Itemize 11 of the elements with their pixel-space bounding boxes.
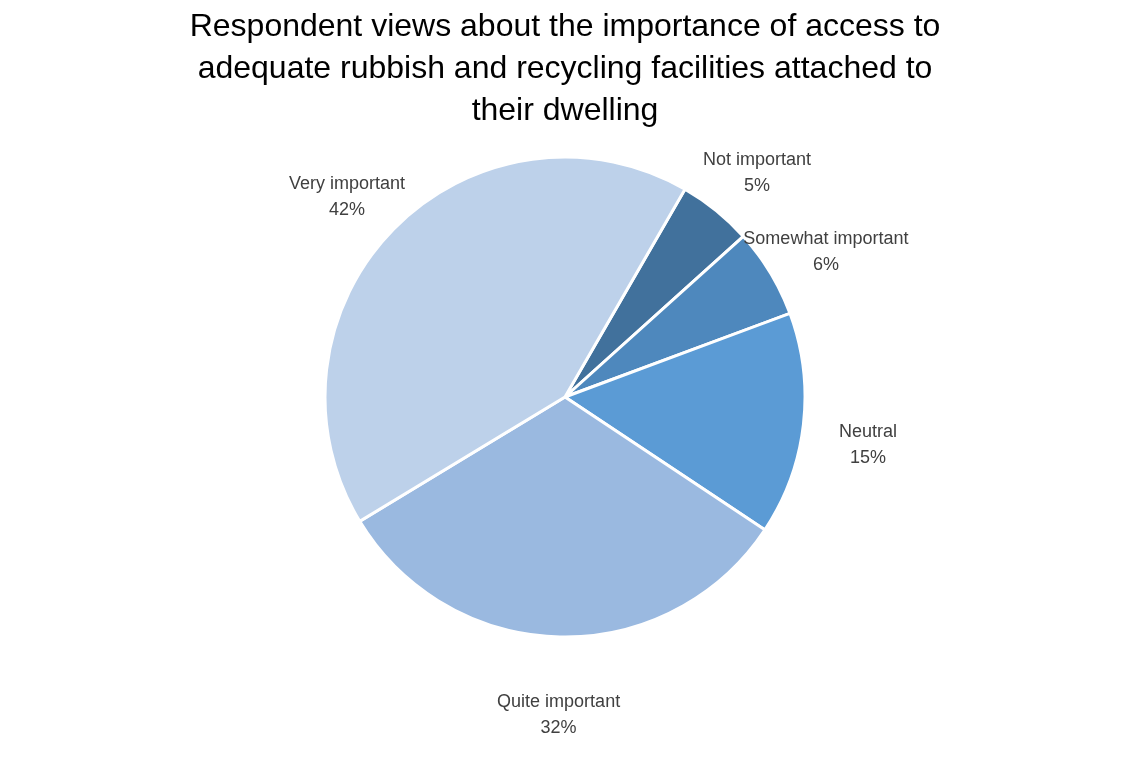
- slice-label: Quite important: [497, 690, 621, 711]
- data-label: 32%: [540, 716, 577, 737]
- slice-label: Not important: [702, 148, 811, 169]
- slice-label: Very important: [289, 172, 406, 193]
- slice-label: Neutral: [838, 421, 897, 442]
- data-label: 5%: [743, 174, 770, 195]
- slice-label: Somewhat important: [743, 228, 909, 248]
- data-label: 6%: [812, 254, 839, 274]
- data-label: 42%: [329, 198, 366, 219]
- chart-title: Respondent views about the importance of access to adequate rubbish and recycling facilities attached to their dwelling: [189, 7, 941, 127]
- data-label: 15%: [849, 447, 886, 468]
